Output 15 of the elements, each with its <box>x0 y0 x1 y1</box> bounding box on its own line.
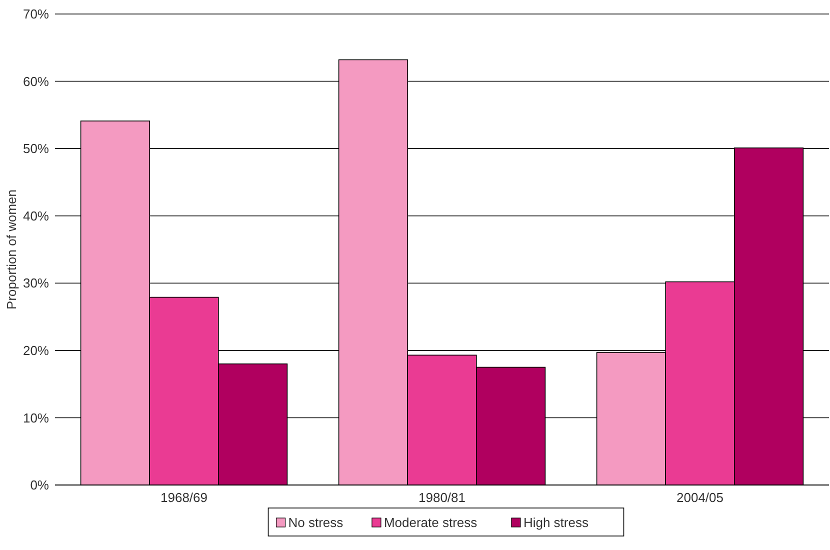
y-tick-label: 60% <box>22 74 50 89</box>
x-tick-label: 1980/81 <box>418 490 466 505</box>
y-tick-label: 30% <box>22 276 50 291</box>
y-tick-label: 40% <box>22 208 50 224</box>
y-tick-label: 0% <box>30 478 50 493</box>
legend-label: High stress <box>523 515 589 530</box>
x-tick-label: 1968/69 <box>160 490 208 505</box>
y-tick-label: 10% <box>22 410 50 426</box>
legend-label: No stress <box>288 515 344 530</box>
y-tick-label: 50% <box>22 141 50 156</box>
x-tick-label: 2004/05 <box>676 490 724 505</box>
y-axis-title: Proportion of women <box>4 190 19 310</box>
y-tick-label: 70% <box>22 6 50 22</box>
y-tick-label: 20% <box>22 342 50 358</box>
legend-label: Moderate stress <box>384 515 478 530</box>
